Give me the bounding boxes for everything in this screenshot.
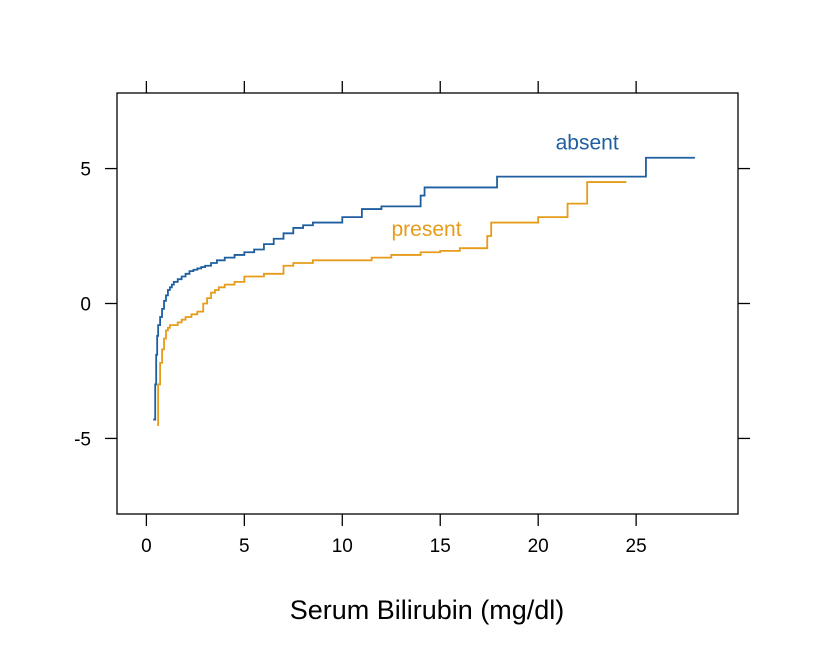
series-label-present: present [391,218,461,241]
x-tick-label-15: 15 [430,536,451,557]
series-layer [153,156,695,426]
x-tick-label-20: 20 [528,536,549,557]
x-axis-top [145,81,637,93]
y-tick-label--5: -5 [74,429,91,450]
x-tick-label-0: 0 [141,536,152,557]
series-line-present [157,181,627,426]
y-tick-label-0: 0 [80,295,91,316]
x-axis-bottom: 0 5 10 15 20 25 [141,514,647,557]
y-axis-left: -5 0 5 [74,160,117,450]
y-tick-label-5: 5 [80,160,91,181]
y-axis-right [738,167,750,440]
plot-frame [116,92,739,515]
x-tick-label-5: 5 [239,536,250,557]
x-tick-label-25: 25 [626,536,647,557]
x-tick-label-10: 10 [332,536,353,557]
series-line-absent [153,156,695,421]
series-label-absent: absent [556,132,619,155]
x-axis-title: Serum Bilirubin (mg/dl) [290,595,565,625]
